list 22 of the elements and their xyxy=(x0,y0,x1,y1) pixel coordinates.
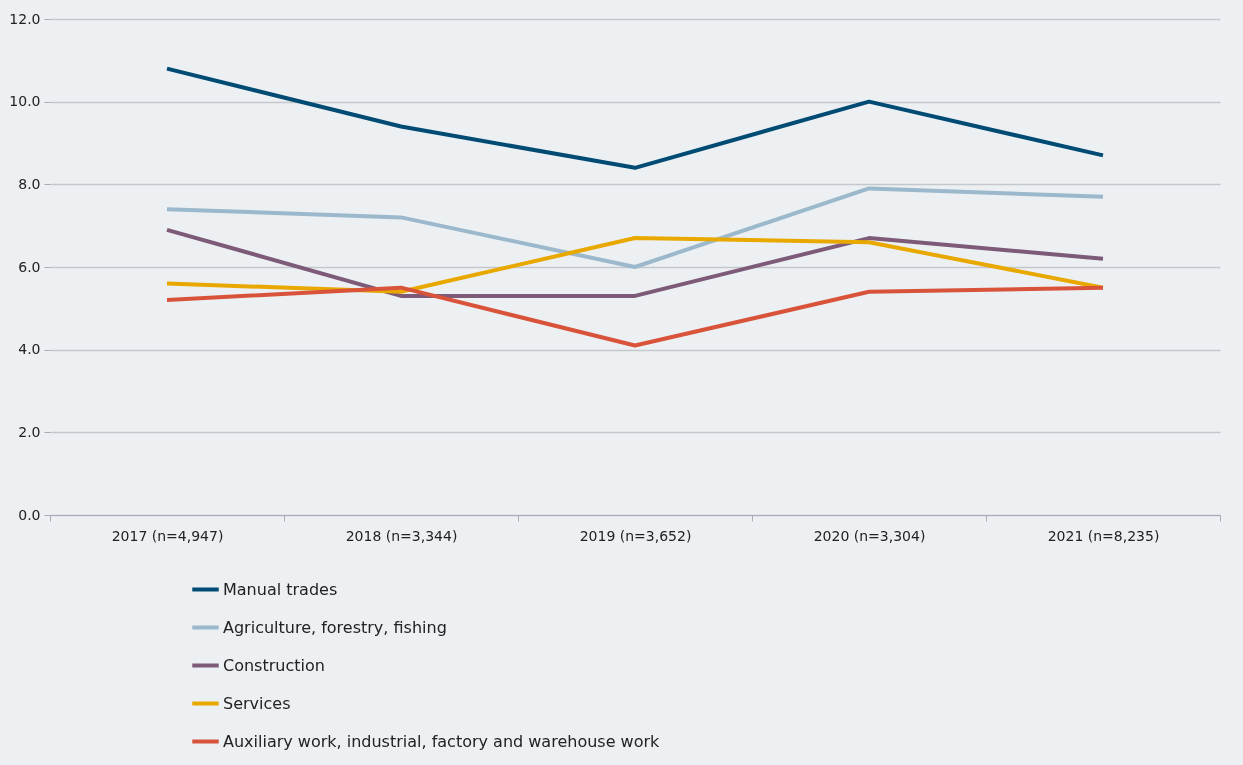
x-tick-label: 2017 (n=4,947) xyxy=(111,527,224,544)
x-tick-label: 2018 (n=3,344) xyxy=(345,527,458,544)
line-series xyxy=(165,227,1105,298)
y-tick-label: 0.0 xyxy=(18,506,41,523)
x-tick-label: 2021 (n=8,235) xyxy=(1047,527,1160,544)
legend-label: Auxiliary work, industrial, factory and warehouse work xyxy=(223,731,661,751)
line-series xyxy=(165,285,1105,348)
x-tick-label: 2020 (n=3,304) xyxy=(813,527,926,544)
x-tick-label: 2019 (n=3,652) xyxy=(579,527,692,544)
y-tick-label: 12.0 xyxy=(9,10,41,27)
y-tick-label: 10.0 xyxy=(9,93,41,110)
legend-label: Manual trades xyxy=(223,579,338,599)
y-tick-label: 8.0 xyxy=(18,175,41,192)
y-tick-label: 6.0 xyxy=(18,258,41,275)
y-tick-label: 4.0 xyxy=(18,341,41,358)
legend-label: Construction xyxy=(223,655,325,675)
legend-label: Agriculture, forestry, fishing xyxy=(223,617,447,637)
line-series xyxy=(165,236,1105,294)
y-tick-label: 2.0 xyxy=(18,423,41,440)
legend-label: Services xyxy=(223,693,291,713)
line-series xyxy=(165,66,1105,170)
line-series xyxy=(165,186,1105,269)
